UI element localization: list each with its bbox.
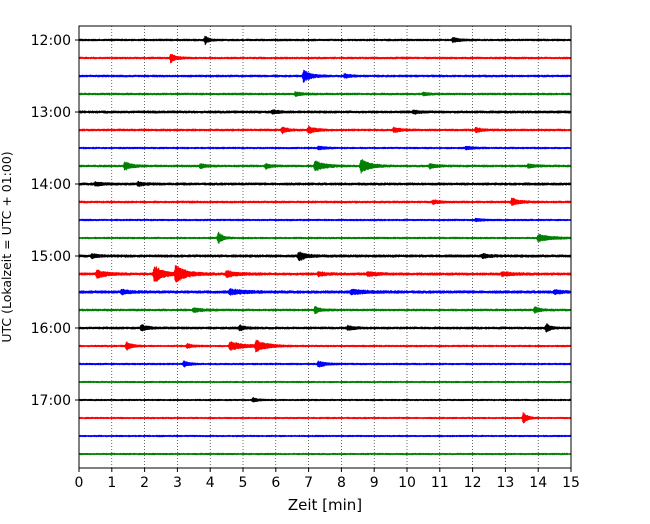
y-tick-label: 14:00 <box>31 177 71 193</box>
trace-row-1645 <box>78 380 572 384</box>
trace-row-1345 <box>78 159 572 174</box>
x-tick-label: 9 <box>370 475 379 491</box>
trace-row-1315 <box>78 125 572 135</box>
trace-row-1245 <box>78 91 572 97</box>
x-tick-label: 13 <box>496 475 514 491</box>
trace-row-1545 <box>78 306 572 315</box>
y-tick-label: 12:00 <box>31 33 71 49</box>
x-tick-label: 3 <box>173 475 182 491</box>
y-tick-label: 16:00 <box>31 321 71 337</box>
x-axis-ticks: 0 1 2 3 4 5 6 7 8 9 10 11 12 13 14 15 <box>75 468 580 491</box>
x-tick-label: 1 <box>107 475 116 491</box>
y-axis-label: UTC (Lokalzeit = UTC + 01:00) <box>0 151 14 342</box>
x-axis-label: Zeit [min] <box>288 496 362 514</box>
trace-row-1730 <box>78 434 572 438</box>
plot-frame <box>78 25 572 469</box>
trace-row-1445 <box>78 231 572 244</box>
x-tick-label: 15 <box>562 475 580 491</box>
x-tick-label: 11 <box>431 475 449 491</box>
trace-row-1230 <box>78 69 572 83</box>
x-tick-label: 12 <box>464 475 482 491</box>
y-tick-label: 15:00 <box>31 249 71 265</box>
trace-row-1700 <box>78 397 572 403</box>
x-tick-label: 6 <box>271 475 280 491</box>
x-tick-label: 7 <box>304 475 313 491</box>
trace-row-1630 <box>78 360 572 368</box>
y-tick-label: 17:00 <box>31 393 71 409</box>
trace-row-1300 <box>78 109 572 115</box>
trace-row-1415 <box>78 197 572 206</box>
x-tick-label: 4 <box>206 475 215 491</box>
x-tick-label: 10 <box>398 475 416 491</box>
trace-row-1215 <box>78 54 572 64</box>
x-tick-label: 14 <box>529 475 547 491</box>
x-tick-label: 8 <box>337 475 346 491</box>
y-tick-label: 13:00 <box>31 105 71 121</box>
trace-row-1615 <box>78 339 572 353</box>
trace-rows <box>78 35 572 456</box>
x-tick-label: 2 <box>140 475 149 491</box>
trace-row-1745 <box>78 452 572 456</box>
trace-row-1430 <box>78 217 572 223</box>
trace-row-1330 <box>78 145 572 151</box>
trace-row-1530 <box>78 288 572 296</box>
trace-row-1400 <box>78 180 572 187</box>
trace-row-1515 <box>78 265 572 283</box>
x-tick-label: 5 <box>239 475 248 491</box>
y-axis-ticks: 12:00 13:00 14:00 15:00 16:00 17:00 <box>31 33 79 409</box>
x-tick-label: 0 <box>75 475 84 491</box>
trace-row-1500 <box>78 251 572 262</box>
trace-row-1200 <box>78 35 572 46</box>
trace-row-1600 <box>78 323 572 333</box>
trace-row-1715 <box>78 412 572 424</box>
